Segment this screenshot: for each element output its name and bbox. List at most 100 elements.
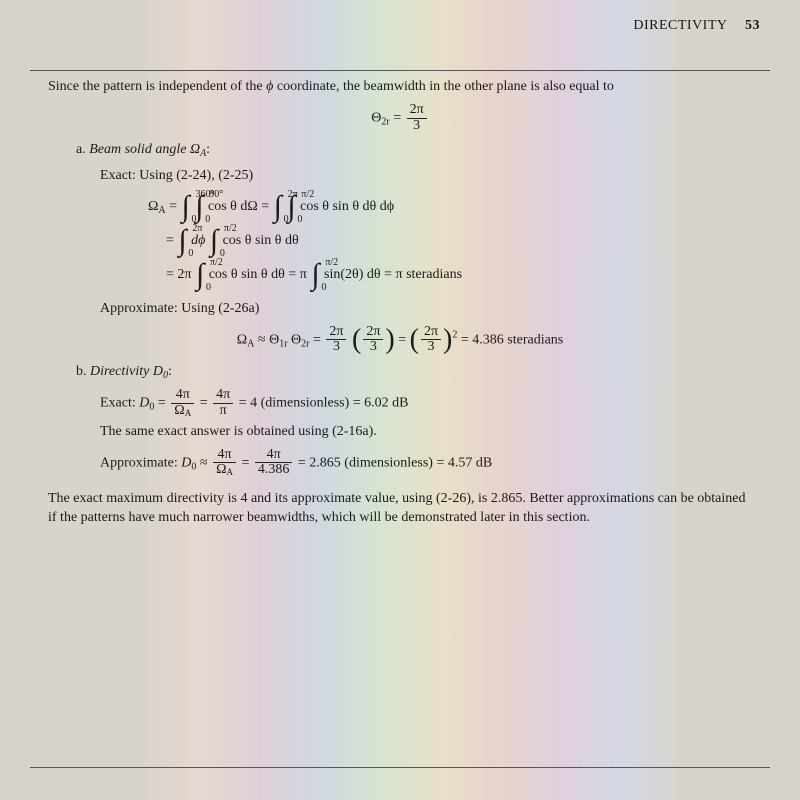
- result: π: [396, 267, 403, 282]
- den: 3: [326, 340, 346, 355]
- approx-label: Approximate:: [100, 455, 181, 470]
- theta: Θ: [291, 332, 301, 347]
- coef: 2π: [177, 267, 191, 282]
- result: 4.386 steradians: [472, 332, 563, 347]
- den: 3: [363, 340, 383, 355]
- integral-icon: ∫2π0: [274, 192, 282, 222]
- lim-lo: 0: [321, 283, 326, 293]
- den: ΩA: [213, 463, 236, 478]
- eq-a2: = ∫2π0 dϕ ∫π/20 cos θ sin θ dθ: [166, 226, 752, 256]
- exponent: 2: [452, 329, 457, 340]
- approx-label-a: Approximate: Using (2-26a): [100, 300, 752, 319]
- num: 2π: [363, 325, 383, 341]
- lim-up: π/2: [210, 258, 223, 268]
- same-answer-line: The same exact answer is obtained using …: [100, 423, 752, 442]
- omega-sub: A: [226, 467, 233, 477]
- lim-up: 90°: [209, 190, 223, 200]
- omega: Ω: [148, 199, 158, 214]
- frac: 4ππ: [213, 388, 233, 418]
- part-b-letter: b.: [76, 364, 87, 379]
- omega-sub: A: [185, 408, 192, 418]
- omega: Ω: [216, 462, 226, 477]
- integral-icon: ∫π/20: [287, 192, 295, 222]
- lim-up: π/2: [224, 224, 237, 234]
- top-rule: [30, 70, 770, 71]
- eq-a1: ΩA = ∫360°0 ∫90°0 cos θ dΩ = ∫2π0 ∫π/20 …: [148, 192, 752, 222]
- page-scan: DIRECTIVITY 53 Since the pattern is inde…: [0, 0, 800, 800]
- page-number: 53: [745, 18, 760, 33]
- frac-2pi-3: 2π 3: [407, 103, 427, 133]
- unit: steradians: [403, 267, 462, 282]
- integrand: cos θ sin θ dθ dϕ: [300, 199, 394, 214]
- colon: :: [168, 364, 172, 379]
- lim-up: π/2: [301, 190, 314, 200]
- omega-symbol: Ω: [190, 142, 200, 157]
- integral-icon: ∫2π0: [178, 226, 186, 256]
- num: 4π: [213, 448, 236, 464]
- rparen-icon: ): [385, 324, 394, 355]
- lparen-icon: (: [352, 324, 361, 355]
- integral-icon: ∫π/20: [210, 226, 218, 256]
- theta-sub: 2r: [301, 338, 309, 349]
- exact-label-a: Exact: Using (2-24), (2-25): [100, 167, 752, 186]
- lim-lo: 0: [206, 283, 211, 293]
- D-sub: 0: [191, 461, 196, 472]
- exact-label: Exact:: [100, 396, 139, 411]
- colon: :: [206, 142, 210, 157]
- frac: 2π3: [326, 325, 346, 355]
- lim-lo: 0: [297, 215, 302, 225]
- part-a-heading: a. Beam solid angle ΩA:: [76, 141, 752, 161]
- theta-symbol: Θ: [371, 110, 381, 125]
- den: 4.386: [255, 463, 293, 478]
- den: π: [213, 404, 233, 419]
- theta-sub: 1r: [279, 338, 287, 349]
- intro-text-1: Since the pattern is independent of the: [48, 79, 266, 94]
- lparen-icon: (: [410, 324, 419, 355]
- frac-den: 3: [407, 119, 427, 134]
- lim-up: 2π: [192, 224, 202, 234]
- rparen-icon: ): [443, 324, 452, 355]
- den: 3: [421, 340, 441, 355]
- frac: 2π3: [421, 325, 441, 355]
- num: 4π: [255, 448, 293, 464]
- integrand: cos θ sin θ dθ: [209, 267, 285, 282]
- num: 4π: [171, 388, 194, 404]
- section-name: DIRECTIVITY: [633, 18, 727, 33]
- intro-text-2: coordinate, the beamwidth in the other p…: [273, 79, 614, 94]
- intro-paragraph: Since the pattern is independent of the …: [48, 78, 752, 97]
- result: 4 (dimensionless) = 6.02 dB: [250, 396, 408, 411]
- frac: 4π4.386: [255, 448, 293, 478]
- num: 2π: [326, 325, 346, 341]
- dphi: dϕ: [191, 233, 205, 248]
- eq-a-approx: ΩA ≈ Θ1r Θ2r = 2π3 (2π3) = (2π3)2 = 4.38…: [48, 325, 752, 355]
- part-a-title: Beam solid angle: [89, 142, 190, 157]
- den: ΩA: [171, 404, 194, 419]
- page-content: Since the pattern is independent of the …: [30, 34, 770, 528]
- frac-num: 2π: [407, 103, 427, 119]
- eq-b-exact: Exact: D0 = 4πΩA = 4ππ = 4 (dimensionles…: [100, 388, 752, 418]
- running-header: DIRECTIVITY 53: [30, 18, 760, 34]
- eq-a3: = 2π ∫π/20 cos θ sin θ dθ = π ∫π/20 sin(…: [166, 260, 752, 290]
- frac: 4πΩA: [171, 388, 194, 418]
- integral-icon: ∫90°0: [195, 192, 203, 222]
- D: D: [181, 455, 191, 470]
- eq-b-approx: Approximate: D0 ≈ 4πΩA = 4π4.386 = 2.865…: [100, 448, 752, 478]
- lim-up: π/2: [325, 258, 338, 268]
- bottom-rule: [30, 767, 770, 768]
- integrand: cos θ dΩ: [208, 199, 258, 214]
- frac: 2π3: [363, 325, 383, 355]
- closing-paragraph: The exact maximum directivity is 4 and i…: [48, 490, 752, 528]
- num: 4π: [213, 388, 233, 404]
- theta-sub: 2r: [381, 116, 389, 127]
- omega-sub: A: [247, 338, 254, 349]
- D: D: [139, 396, 149, 411]
- omega: Ω: [174, 403, 184, 418]
- D-sub: 0: [149, 402, 154, 413]
- part-b-title: Directivity D: [90, 364, 163, 379]
- integrand: sin(2θ) dθ: [324, 267, 381, 282]
- integrand: cos θ sin θ dθ: [223, 233, 299, 248]
- part-a-letter: a.: [76, 142, 86, 157]
- result: 2.865 (dimensionless) = 4.57 dB: [309, 455, 492, 470]
- theta: Θ: [269, 332, 279, 347]
- eq-theta2r: Θ2r = 2π 3: [48, 103, 752, 133]
